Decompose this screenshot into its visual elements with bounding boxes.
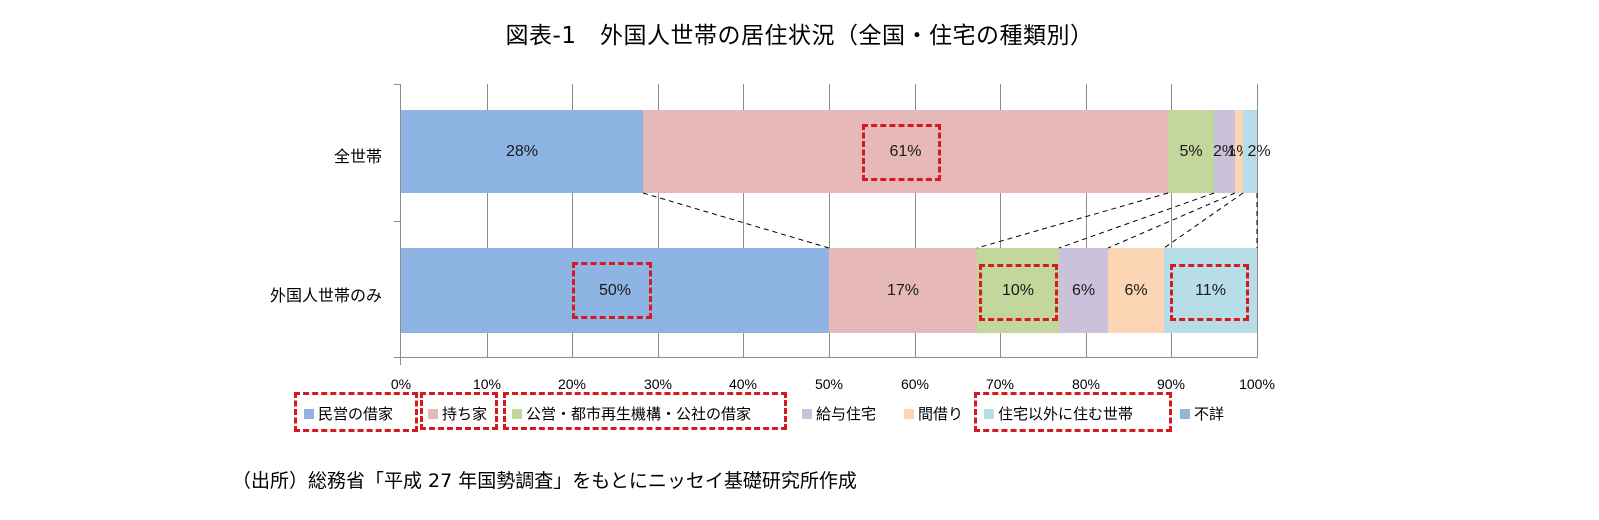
gridline-90 bbox=[1171, 84, 1172, 357]
x-tick-label: 90% bbox=[1156, 376, 1186, 392]
legend-swatch-icon bbox=[428, 408, 438, 419]
highlight-box-legend-non-housing bbox=[974, 392, 1172, 432]
legend-label: 公営・都市再生機構・公社の借家 bbox=[526, 405, 752, 423]
data-label: 6% bbox=[1124, 281, 1148, 299]
x-tick-label: 20% bbox=[557, 376, 587, 392]
legend-swatch-icon bbox=[512, 408, 522, 419]
y-axis-tick bbox=[394, 84, 401, 85]
highlight-box-owned-all bbox=[862, 124, 941, 181]
highlight-box-private-rental-foreign bbox=[572, 262, 652, 319]
source-note: （出所）総務省「平成 27 年国勢調査」をもとにニッセイ基礎研究所作成 bbox=[232, 470, 857, 492]
bar-segment-room-rental: 6% bbox=[1108, 248, 1164, 333]
highlight-box-legend-private-rental bbox=[294, 392, 418, 432]
category-label-foreign-households: 外国人世帯のみ bbox=[269, 286, 382, 305]
gridline-30 bbox=[658, 84, 659, 357]
data-label: 2% bbox=[1247, 142, 1271, 160]
x-tick-label: 100% bbox=[1239, 376, 1275, 392]
legend-item-public-rental: 公営・都市再生機構・公社の借家 bbox=[512, 403, 751, 424]
legend-item-room-rental: 間借り bbox=[904, 403, 963, 424]
x-tick-label: 10% bbox=[472, 376, 502, 392]
legend-label: 民営の借家 bbox=[318, 405, 394, 423]
highlight-box-legend-public-rental bbox=[503, 392, 787, 430]
data-label: 50% bbox=[598, 281, 632, 299]
bar-segment-private-rental: 28% bbox=[401, 110, 643, 193]
gridline-60 bbox=[915, 84, 916, 357]
legend-swatch-icon bbox=[802, 408, 812, 419]
legend-label: 住宅以外に住む世帯 bbox=[998, 405, 1134, 423]
x-tick-label: 60% bbox=[900, 376, 930, 392]
x-tick-label: 50% bbox=[814, 376, 844, 392]
data-label: 11% bbox=[1195, 281, 1226, 299]
legend-swatch-icon bbox=[304, 408, 314, 419]
gridline-20 bbox=[572, 84, 573, 357]
x-axis bbox=[394, 357, 1258, 358]
legend-swatch-icon bbox=[1180, 408, 1190, 419]
bar-segment-non-housing: 2% bbox=[1243, 110, 1271, 193]
x-tick-label: 30% bbox=[643, 376, 673, 392]
x-tick-label: 40% bbox=[728, 376, 758, 392]
data-label: 5% bbox=[1179, 142, 1203, 160]
legend-item-owned: 持ち家 bbox=[428, 403, 487, 424]
highlight-box-legend-owned bbox=[420, 392, 498, 430]
bar-segment-owned: 17% bbox=[829, 248, 977, 333]
gridline-40 bbox=[743, 84, 744, 357]
legend-label: 持ち家 bbox=[442, 405, 488, 423]
data-label: 61% bbox=[889, 142, 922, 160]
highlight-box-non-housing-foreign bbox=[1170, 264, 1249, 321]
x-tick-label: 70% bbox=[985, 376, 1015, 392]
legend-label: 間借り bbox=[918, 405, 964, 423]
bar-segment-company-housing: 2% bbox=[1212, 110, 1237, 193]
y-axis bbox=[400, 84, 401, 365]
gridline-10 bbox=[487, 84, 488, 357]
data-label: 10% bbox=[1001, 281, 1035, 299]
gridline-70 bbox=[1000, 84, 1001, 357]
highlight-box-public-rental-foreign bbox=[979, 264, 1058, 321]
legend-item-non-housing: 住宅以外に住む世帯 bbox=[984, 403, 1133, 424]
x-tick-label: 0% bbox=[390, 376, 412, 392]
legend-swatch-icon bbox=[984, 408, 994, 419]
gridline-80 bbox=[1086, 84, 1087, 357]
data-label: 17% bbox=[886, 281, 920, 299]
gridline-50 bbox=[829, 84, 830, 357]
legend-label: 給与住宅 bbox=[816, 405, 877, 423]
y-axis-tick bbox=[394, 221, 401, 222]
chart-title: 図表-1 外国人世帯の居住状況（全国・住宅の種類別） bbox=[505, 23, 1094, 49]
legend-label: 不詳 bbox=[1194, 405, 1225, 423]
legend-swatch-icon bbox=[904, 408, 914, 419]
legend-item-company-housing: 給与住宅 bbox=[802, 403, 876, 424]
category-label-all-households: 全世帯 bbox=[333, 147, 382, 166]
legend-item-unknown: 不詳 bbox=[1180, 403, 1224, 424]
bar-segment-company-housing: 6% bbox=[1059, 248, 1108, 333]
legend-item-private-rental: 民営の借家 bbox=[304, 403, 393, 424]
data-label: 28% bbox=[505, 142, 539, 160]
data-label: 6% bbox=[1071, 281, 1096, 299]
data-label: 2% bbox=[1212, 142, 1237, 160]
x-tick-label: 80% bbox=[1071, 376, 1101, 392]
bar-segment-public-rental: 5% bbox=[1168, 110, 1214, 193]
